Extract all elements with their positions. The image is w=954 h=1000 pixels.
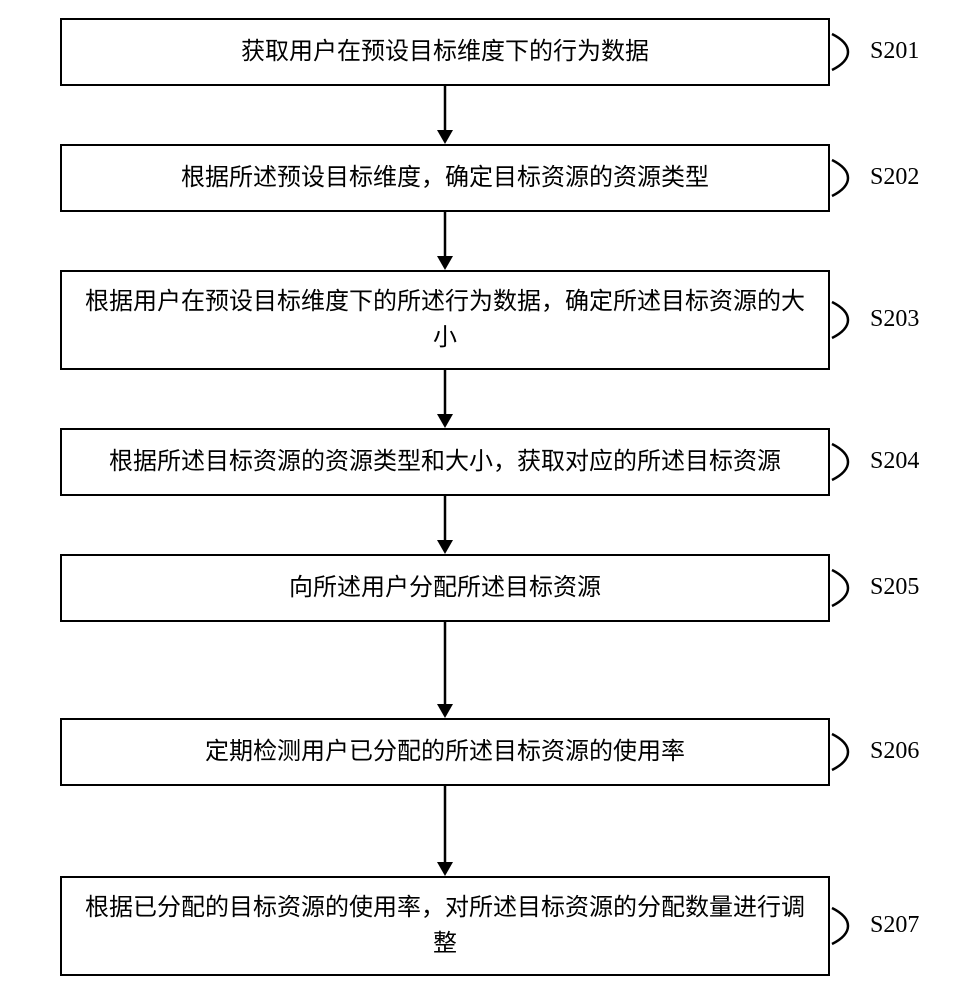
arrow-down-icon (435, 786, 455, 878)
step-box-s201: 获取用户在预设目标维度下的行为数据 (60, 18, 830, 86)
step-box-s206: 定期检测用户已分配的所述目标资源的使用率 (60, 718, 830, 786)
step-text: 根据用户在预设目标维度下的所述行为数据，确定所述目标资源的大小 (82, 284, 808, 356)
step-box-s202: 根据所述预设目标维度，确定目标资源的资源类型 (60, 144, 830, 212)
step-label-s207: S207 (870, 912, 919, 939)
step-label-s203: S203 (870, 306, 919, 333)
step-box-s205: 向所述用户分配所述目标资源 (60, 554, 830, 622)
step-label-s205: S205 (870, 574, 919, 601)
arrow-down-icon (435, 86, 455, 146)
step-text: 根据所述目标资源的资源类型和大小，获取对应的所述目标资源 (109, 444, 781, 480)
step-box-s204: 根据所述目标资源的资源类型和大小，获取对应的所述目标资源 (60, 428, 830, 496)
bracket-icon (830, 32, 870, 72)
bracket-icon (830, 158, 870, 198)
step-label-s201: S201 (870, 38, 919, 65)
step-text: 获取用户在预设目标维度下的行为数据 (241, 34, 649, 70)
step-label-s204: S204 (870, 448, 919, 475)
bracket-icon (830, 442, 870, 482)
step-label-s202: S202 (870, 164, 919, 191)
step-box-s203: 根据用户在预设目标维度下的所述行为数据，确定所述目标资源的大小 (60, 270, 830, 370)
bracket-icon (830, 300, 870, 340)
step-text: 根据所述预设目标维度，确定目标资源的资源类型 (181, 160, 709, 196)
step-text: 向所述用户分配所述目标资源 (289, 570, 601, 606)
arrow-down-icon (435, 496, 455, 556)
arrow-down-icon (435, 370, 455, 430)
arrow-down-icon (435, 622, 455, 720)
step-text: 定期检测用户已分配的所述目标资源的使用率 (205, 734, 685, 770)
step-box-s207: 根据已分配的目标资源的使用率，对所述目标资源的分配数量进行调整 (60, 876, 830, 976)
step-label-s206: S206 (870, 738, 919, 765)
flowchart-container: 获取用户在预设目标维度下的行为数据 S201 根据所述预设目标维度，确定目标资源的资… (0, 0, 954, 1000)
bracket-icon (830, 732, 870, 772)
arrow-down-icon (435, 212, 455, 272)
bracket-icon (830, 906, 870, 946)
bracket-icon (830, 568, 870, 608)
step-text: 根据已分配的目标资源的使用率，对所述目标资源的分配数量进行调整 (82, 890, 808, 962)
